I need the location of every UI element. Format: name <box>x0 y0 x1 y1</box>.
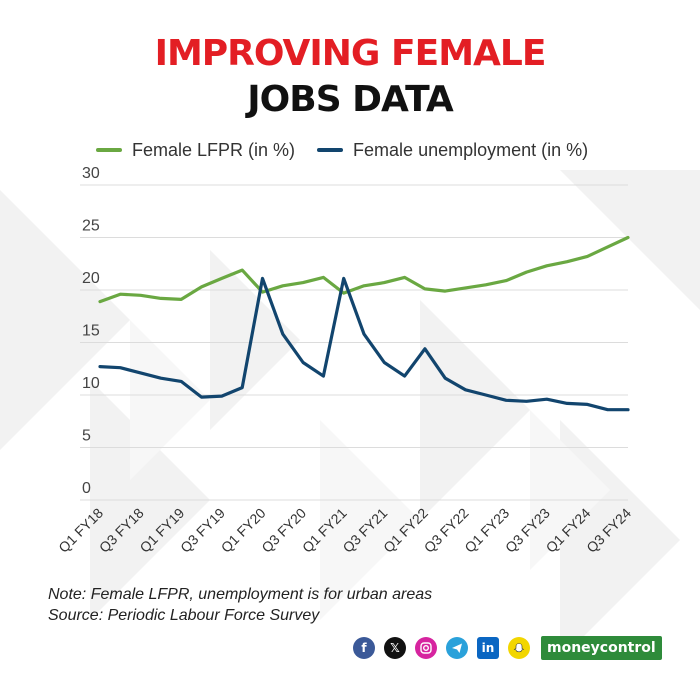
social-bar: f 𝕏 in moneycontrol <box>353 636 662 660</box>
legend-label-unemployment: Female unemployment (in %) <box>353 139 589 160</box>
linkedin-icon[interactable]: in <box>477 637 499 659</box>
brand-logo: moneycontrol <box>541 636 662 660</box>
legend-swatch-unemployment <box>317 148 344 152</box>
y-tick-label: 30 <box>82 165 100 182</box>
facebook-icon[interactable]: f <box>353 637 375 659</box>
instagram-icon[interactable] <box>415 637 437 659</box>
chart-notes: Note: Female LFPR, unemployment is for u… <box>48 584 432 626</box>
legend-swatch-lfpr <box>96 148 122 152</box>
legend-item-unemployment: Female unemployment (in %) <box>317 140 588 161</box>
snapchat-icon[interactable] <box>508 637 530 659</box>
source-text: Source: Periodic Labour Force Survey <box>48 607 320 624</box>
note-text: Note: Female LFPR, unemployment is for u… <box>48 586 433 603</box>
y-tick-label: 10 <box>82 375 100 392</box>
series-line-lfpr <box>98 235 630 304</box>
y-tick-label: 0 <box>82 480 91 497</box>
chart-title-line2: JOBS DATA <box>247 79 453 120</box>
telegram-icon[interactable] <box>446 637 468 659</box>
x-tick-label: Q3 FY24 <box>583 505 634 556</box>
chart-legend: Female LFPR (in %) Female unemployment (… <box>96 138 610 162</box>
series-line-unemployment <box>98 276 630 412</box>
y-tick-label: 5 <box>82 428 91 445</box>
y-tick-label: 20 <box>82 270 100 287</box>
x-icon[interactable]: 𝕏 <box>384 637 406 659</box>
y-tick-label: 15 <box>82 323 100 340</box>
y-tick-label: 25 <box>82 218 100 235</box>
legend-label-lfpr: Female LFPR (in %) <box>132 139 296 160</box>
chart-title-line1: IMPROVING FEMALE <box>154 33 547 74</box>
legend-item-lfpr: Female LFPR (in %) <box>96 140 295 161</box>
